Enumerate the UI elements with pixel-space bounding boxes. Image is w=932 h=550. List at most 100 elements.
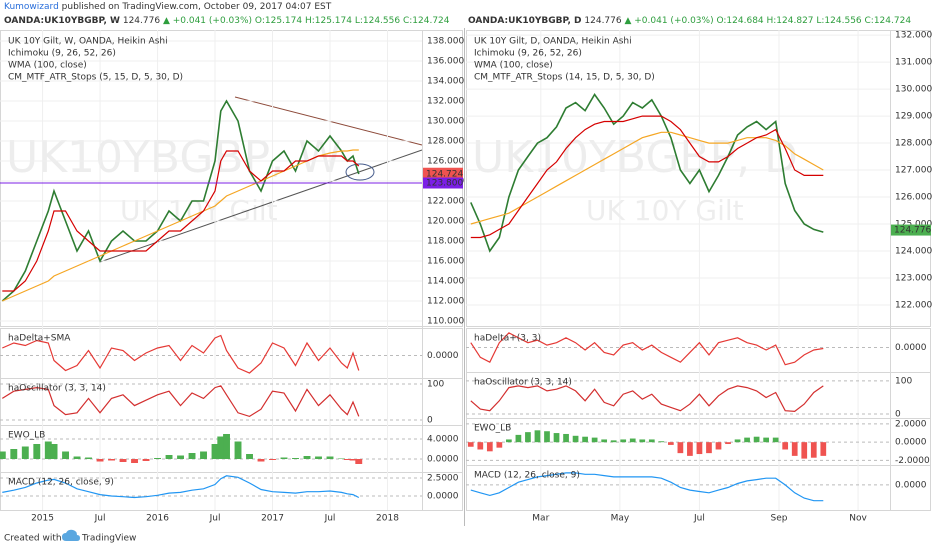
histogram-bar [131,459,138,463]
y-tick-label: 114.000 [427,277,464,287]
change: ▲ +0.041 (+0.03%) [163,16,252,26]
histogram-bar [477,442,484,450]
histogram-bar [343,459,351,460]
last-price: 124.776 [584,16,621,26]
pane-tick-label: 0.0000 [427,351,459,361]
histogram-bar [326,456,334,459]
histogram-bar [763,437,769,443]
histogram-bar [257,459,265,462]
histogram-bar [791,442,798,456]
histogram-bar [50,444,58,459]
change: ▲ +0.041 (+0.03%) [624,16,713,26]
pane-tick-label: 0.0000 [427,455,459,465]
watermark: UK10YBGBP, D UK 10Y Gilt [472,132,798,227]
histogram-bar [292,458,299,459]
histogram-bar [154,458,161,459]
watermark-name: UK 10Y Gilt [586,194,744,227]
footer-brand[interactable]: TradingView [81,534,136,544]
pane-tick-label: 4.0000 [427,435,459,445]
histogram-bar [810,442,817,458]
author[interactable]: Kumowizard [4,2,59,12]
histogram-bar [73,456,81,459]
price-label-box [423,177,463,189]
symbol-line: OANDA:UK10YBGBP, W 124.776 ▲ +0.041 (+0.… [4,16,450,26]
x-tick-label: 2015 [31,514,54,524]
publish-line: Kumowizard published on TradingView.com,… [4,2,332,12]
histogram-bar [706,442,712,454]
pane-title: MACD (12, 26, close, 9) [8,478,114,488]
histogram-bar [515,434,522,443]
x-tick-label: Nov [849,514,867,524]
ohlc: O:125.174 H:125.174 L:124.556 C:124.724 [255,16,450,26]
series-line [470,93,824,253]
indicator-line [470,472,824,502]
ohlc: O:124.684 H:124.827 L:124.556 C:124.724 [716,16,911,26]
histogram-bar [62,451,69,459]
legend-entry: Ichimoku (9, 26, 52, 26) [474,49,582,59]
x-tick-label: Jul [693,514,705,524]
histogram-bar [601,439,608,443]
indicator-line [470,332,824,366]
indicator-line [2,475,360,499]
pane-tick-label: 0 [895,410,901,420]
histogram-bar [582,436,588,443]
y-tick-label: 125.000 [895,220,932,230]
symbol: OANDA:UK10YBGBP, D [468,16,582,26]
pane-tick-label: 2.0000 [895,419,927,429]
y-tick-label: 128.000 [427,137,464,147]
histogram-bar [572,435,579,443]
watermark-symbol: UK10YBGBP, D [472,132,798,183]
histogram-bar [246,454,253,459]
histogram-bar [610,440,617,443]
pane-tick-label: 0.0000 [895,438,927,448]
histogram-bar [715,442,722,450]
histogram-bar [687,442,693,456]
histogram-bar [677,442,684,454]
y-tick-label: 130.000 [427,117,464,127]
y-tick-label: 128.000 [895,139,932,149]
histogram-bar [21,446,29,459]
histogram-bar [108,459,115,461]
histogram-bar [734,439,741,443]
y-tick-label: 132.000 [427,97,464,107]
y-tick-label: 124.000 [895,246,932,256]
x-tick-label: May [611,514,630,524]
histogram-bar [667,442,674,445]
plot [470,93,824,253]
histogram-bar [506,439,512,443]
indicator-line [1,385,360,418]
pane-tick-label: 2.5000 [427,473,459,483]
histogram-bar [591,437,598,443]
histogram-bar [44,441,52,459]
legend-entry: CM_MTF_ATR_Stops (14, 15, D, 5, 30, D) [474,73,655,83]
histogram-bar [772,437,779,443]
footer-text: Created with [4,534,62,544]
pane-title: haOscillator (3, 3, 14) [474,378,572,388]
indicator-line [2,334,360,374]
histogram-bar [338,458,345,459]
histogram-bar [0,451,6,459]
watermark-name: UK 10Y Gilt [120,194,278,227]
pane-title: MACD (12, 26, close, 9) [474,471,580,481]
histogram-bar [629,438,636,443]
histogram-bar [280,457,288,459]
histogram-bar [696,442,703,455]
y-tick-label: 138.000 [427,37,464,47]
histogram-bar [85,457,92,459]
histogram-bar [467,442,474,447]
legend-entry: CM_MTF_ATR_Stops (5, 15, D, 5, 30, D) [8,73,183,83]
histogram-bar [200,451,207,459]
pane-tick-label: -2.0000 [895,456,930,466]
histogram-bar [486,442,493,452]
price-label: 124.776 [894,226,931,236]
y-tick-label: 131.000 [895,58,932,68]
series-line [2,150,360,292]
price-label: 123.800 [426,179,463,189]
pane-tick-label: 0 [427,415,433,425]
y-tick-label: 134.000 [427,77,464,87]
legend-entry: UK 10Y Gilt, W, OANDA, Heikin Ashi [8,37,168,47]
y-tick-label: 132.000 [895,31,932,41]
histogram-bar [553,433,560,443]
histogram-bar [119,459,127,462]
pane-title: haDelta+SMA [8,334,71,344]
